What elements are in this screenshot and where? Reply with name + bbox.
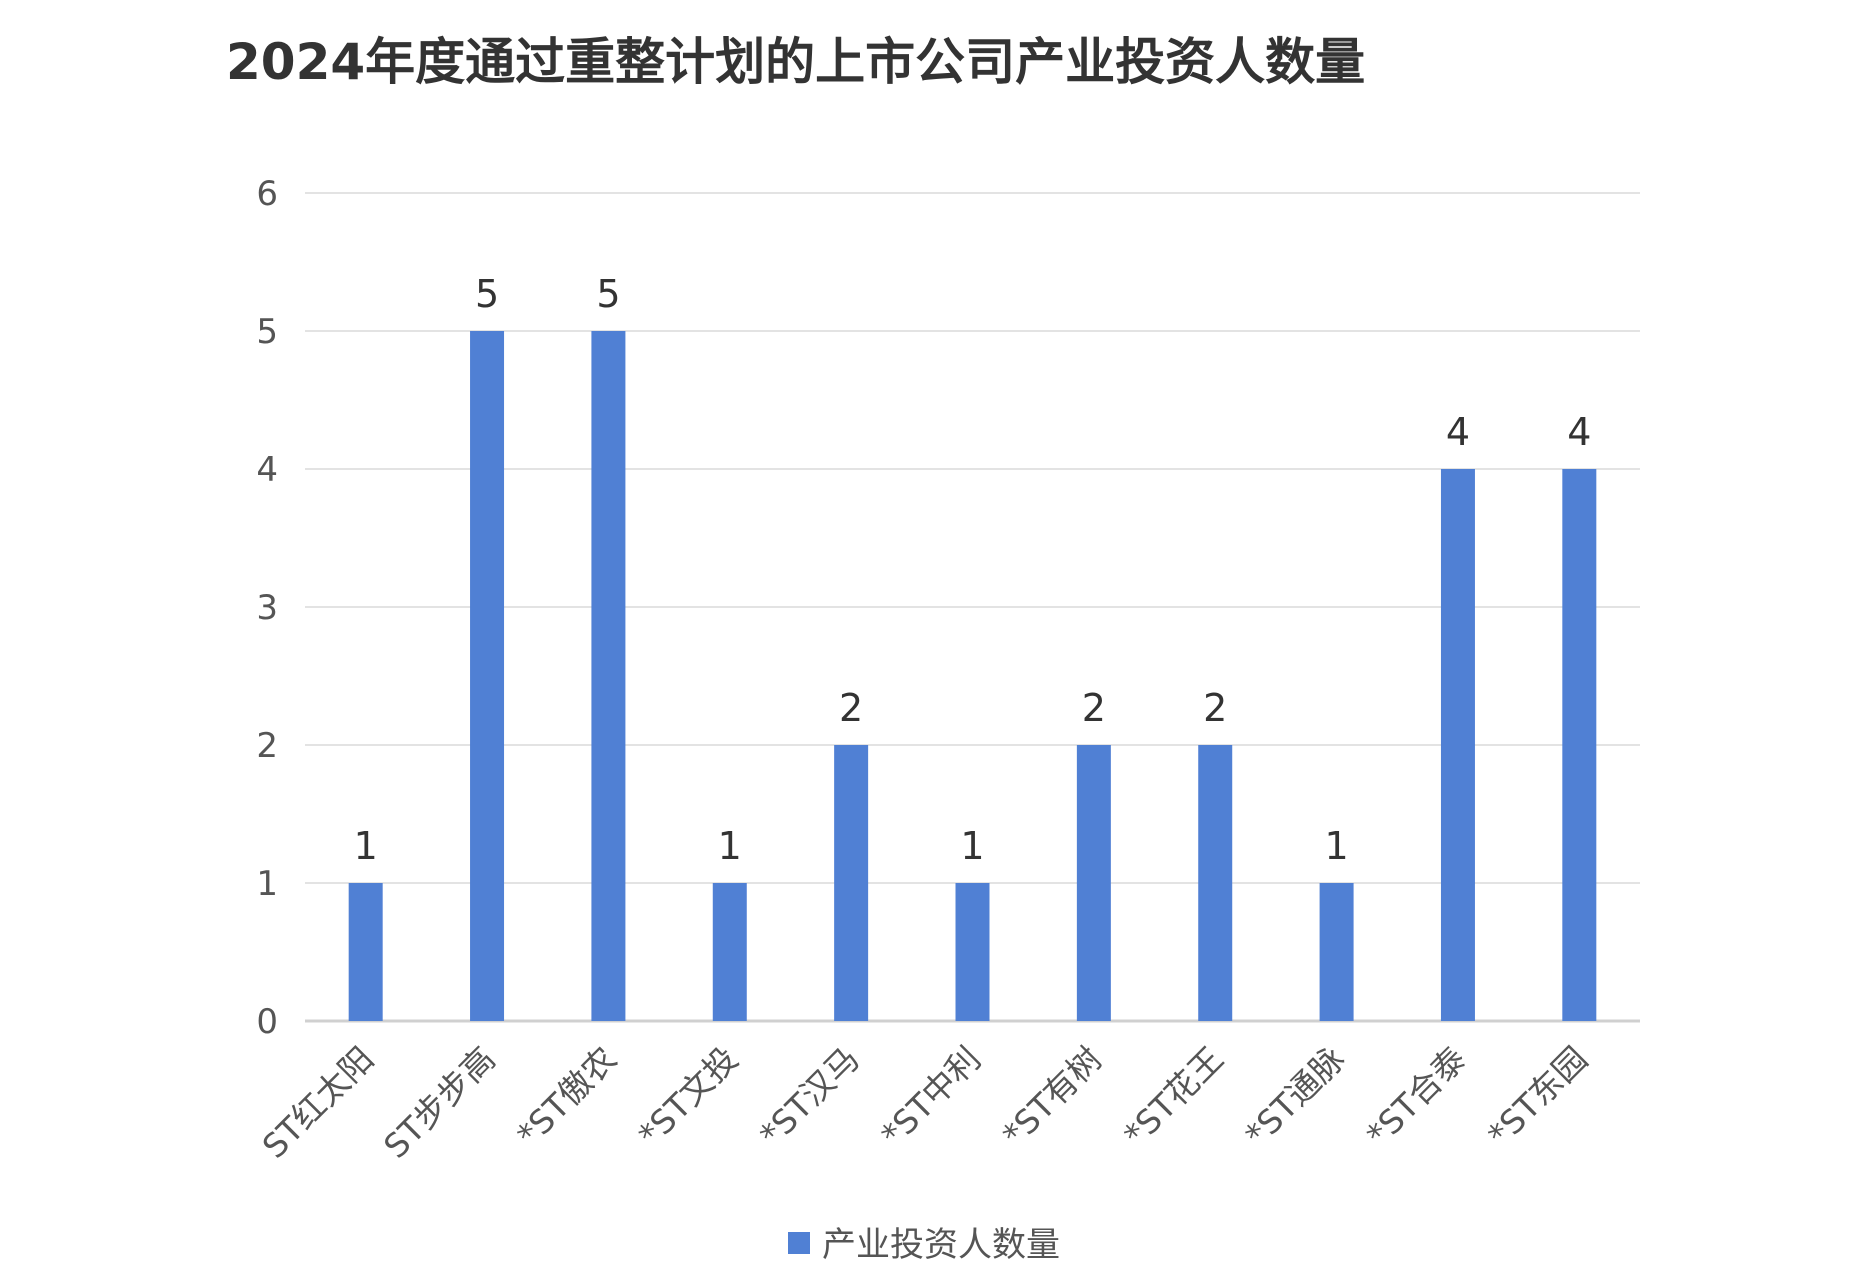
data-label-10: 4 bbox=[1446, 410, 1470, 454]
y-axis-ticks: 0 1 2 3 4 5 6 bbox=[256, 174, 278, 1042]
y-tick-label-1: 1 bbox=[256, 864, 278, 904]
y-tick-label-0: 0 bbox=[256, 1002, 278, 1042]
bar-6 bbox=[955, 883, 990, 1021]
legend-swatch bbox=[788, 1232, 810, 1254]
x-tick-label-8: *ST花王 bbox=[1116, 1039, 1231, 1154]
legend-label: 产业投资人数量 bbox=[822, 1225, 1060, 1265]
x-tick-label-2: ST步步高 bbox=[376, 1039, 503, 1166]
bar-layer bbox=[348, 331, 1597, 1021]
x-tick-label-1: ST红太阳 bbox=[255, 1039, 382, 1166]
bar-2 bbox=[470, 331, 505, 1021]
data-label-11: 4 bbox=[1567, 410, 1591, 454]
data-label-9: 1 bbox=[1324, 824, 1348, 868]
bar-9 bbox=[1319, 883, 1354, 1021]
bar-3 bbox=[591, 331, 626, 1021]
data-label-5: 2 bbox=[839, 686, 863, 730]
bar-1 bbox=[348, 883, 383, 1021]
bar-10 bbox=[1440, 469, 1475, 1021]
x-tick-label-4: *ST文投 bbox=[630, 1039, 745, 1154]
y-tick-label-3: 3 bbox=[256, 588, 278, 628]
y-tick-label-6: 6 bbox=[256, 174, 278, 214]
data-label-6: 1 bbox=[960, 824, 984, 868]
x-tick-label-10: *ST合泰 bbox=[1359, 1039, 1474, 1154]
data-label-7: 2 bbox=[1082, 686, 1106, 730]
data-label-2: 5 bbox=[475, 272, 499, 316]
data-label-8: 2 bbox=[1203, 686, 1227, 730]
bar-8 bbox=[1198, 745, 1233, 1021]
y-tick-label-5: 5 bbox=[256, 312, 278, 352]
x-tick-label-6: *ST中利 bbox=[873, 1039, 988, 1154]
x-tick-label-3: *ST傲农 bbox=[509, 1039, 624, 1154]
bar-11 bbox=[1562, 469, 1597, 1021]
bar-5 bbox=[834, 745, 869, 1021]
bar-4 bbox=[712, 883, 747, 1021]
chart-title: 2024年度通过重整计划的上市公司产业投资人数量 bbox=[226, 33, 1366, 91]
y-tick-label-2: 2 bbox=[256, 726, 278, 766]
data-label-1: 1 bbox=[354, 824, 378, 868]
x-tick-label-5: *ST汉马 bbox=[752, 1039, 867, 1154]
data-label-layer: 1 5 5 1 2 1 2 2 1 4 4 bbox=[354, 272, 1592, 868]
y-tick-label-4: 4 bbox=[256, 450, 278, 490]
legend[interactable]: 产业投资人数量 bbox=[788, 1225, 1060, 1265]
bar-7 bbox=[1076, 745, 1111, 1021]
data-label-3: 5 bbox=[596, 272, 620, 316]
x-tick-label-9: *ST通脉 bbox=[1237, 1039, 1352, 1154]
x-tick-label-7: *ST有树 bbox=[995, 1039, 1110, 1154]
data-label-4: 1 bbox=[718, 824, 742, 868]
x-tick-label-11: *ST东园 bbox=[1480, 1039, 1595, 1154]
